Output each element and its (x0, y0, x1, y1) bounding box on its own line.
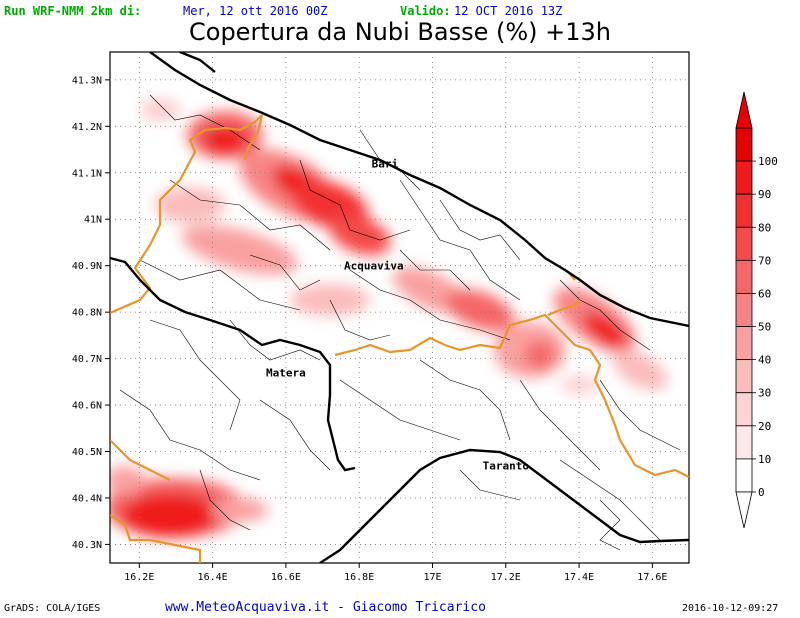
colorbar-swatch (735, 458, 753, 493)
lon-label: 16.8E (344, 572, 374, 583)
lat-lon-grid (105, 52, 689, 568)
regional-borders (110, 114, 689, 563)
colorbar-label: 40 (758, 354, 771, 367)
map-title: Copertura da Nubi Basse (%) +13h (189, 18, 611, 46)
valid-label: Valido: (400, 4, 451, 18)
colorbar-swatch (735, 359, 753, 394)
colorbar-label: 60 (758, 287, 771, 300)
lon-label: 17.6E (637, 572, 667, 583)
longitude-axis-labels: 16.2E 16.4E 16.6E 16.8E 17E 17.2E 17.4E 17.6E (124, 572, 667, 583)
colorbar-label: 70 (758, 254, 771, 267)
place-label-taranto: Taranto (483, 459, 530, 472)
colorbar-swatch (735, 160, 753, 195)
colorbar-label: 10 (758, 453, 771, 466)
colorbar-swatch (735, 127, 753, 162)
lat-label: 40.4N (72, 493, 102, 504)
place-label-matera: Matera (266, 367, 306, 380)
footer-timestamp: 2016-10-12-09:27 (682, 603, 779, 614)
colorbar-bottom-arrow (735, 491, 753, 529)
lat-label: 40.5N (72, 447, 102, 458)
lon-label: 16.2E (124, 572, 154, 583)
lon-label: 17E (423, 572, 441, 583)
colorbar-label: 90 (758, 188, 771, 201)
coastline (110, 52, 689, 563)
place-label-bari: Bari (372, 157, 399, 170)
model-run-label: Run WRF-NMM 2km di: (4, 4, 142, 18)
lat-label: 40.6N (72, 401, 102, 412)
colorbar-label: 20 (758, 420, 771, 433)
lon-label: 16.6E (271, 572, 301, 583)
latitude-axis-labels: 41.3N 41.2N 41.1N 41N 40.9N 40.8N 40.7N 40.6N 40… (72, 75, 102, 551)
lat-label: 41.3N (72, 75, 102, 86)
place-labels: Bari Acquaviva Matera Taranto (266, 157, 529, 472)
lon-label: 17.2E (491, 572, 521, 583)
lat-label: 40.7N (72, 354, 102, 365)
boundaries-layer (110, 52, 689, 563)
colorbar-swatch (735, 193, 753, 228)
lat-label: 41N (84, 215, 102, 226)
run-date: Mer, 12 ott 2016 00Z (183, 4, 328, 18)
plot-frame (109, 51, 690, 564)
colorbar-swatch (735, 425, 753, 460)
place-label-acquaviva: Acquaviva (344, 260, 404, 273)
footer-website-link[interactable]: www.MeteoAcquaviva.it - Giacomo Tricaric… (165, 600, 486, 615)
municipal-borders (119, 94, 681, 551)
colorbar-label: 0 (758, 486, 765, 499)
colorbar-label: 50 (758, 321, 771, 334)
colorbar: 0 10 20 30 40 50 60 70 80 90 100 (735, 91, 778, 529)
colorbar-swatch (735, 226, 753, 261)
colorbar-swatch (735, 392, 753, 427)
lon-label: 16.4E (198, 572, 228, 583)
colorbar-label: 100 (758, 155, 778, 168)
colorbar-swatch (735, 259, 753, 294)
colorbar-swatch (735, 293, 753, 327)
colorbar-top-arrow (735, 91, 753, 129)
lat-label: 41.1N (72, 168, 102, 179)
colorbar-label: 30 (758, 387, 771, 400)
footer-credit: GrADS: COLA/IGES (4, 603, 101, 614)
colorbar-swatch (735, 326, 753, 361)
valid-date: 12 OCT 2016 13Z (454, 4, 563, 18)
lat-label: 41.2N (72, 122, 102, 133)
colorbar-label: 80 (758, 221, 771, 234)
lat-label: 40.3N (72, 540, 102, 551)
lon-label: 17.4E (564, 572, 594, 583)
lat-label: 40.9N (72, 261, 102, 272)
lat-label: 40.8N (72, 308, 102, 319)
